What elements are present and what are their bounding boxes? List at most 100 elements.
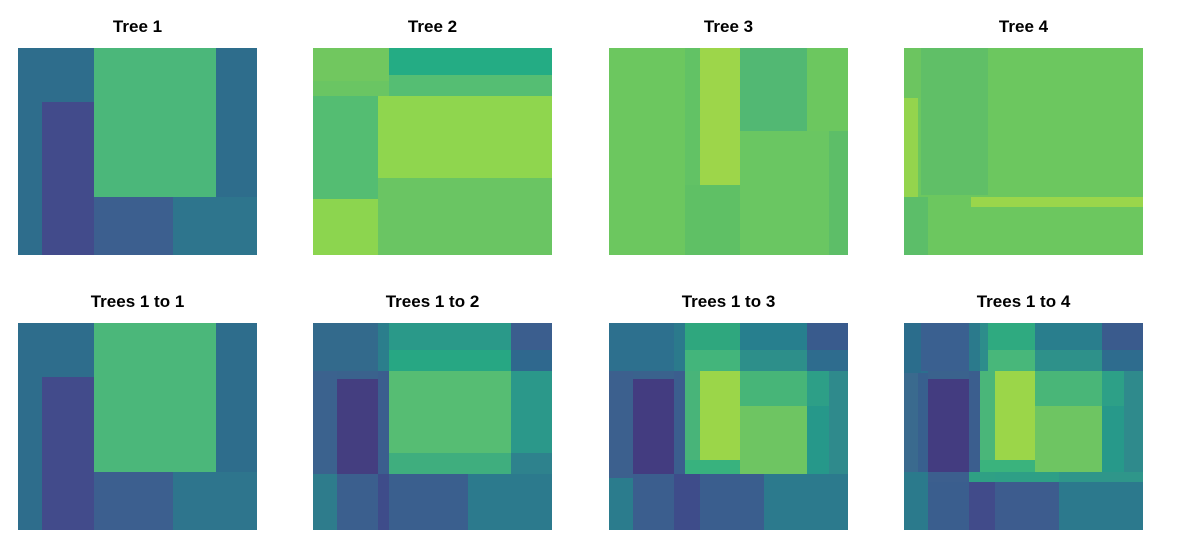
heatmap-cell-2 [921,323,969,371]
heatmap-cell-13 [511,371,552,453]
heatmap-svg [904,48,1143,255]
heatmap-cell-4 [740,323,807,350]
heatmap-cell-18 [807,406,829,474]
heatmap-svg [904,323,1143,530]
heatmap-cell-23 [980,460,1035,472]
panel-title: Tree 4 [998,17,1049,36]
heatmap-cell-4 [740,131,829,255]
heatmap-cell-4 [904,197,928,255]
heatmap-cell-6 [685,350,740,371]
heatmap-cell-11 [633,379,674,474]
plot-area [18,323,257,530]
panel-tree-1: Tree 1 [18,12,257,258]
heatmap-cell-2 [674,323,685,371]
heatmap-cell-1 [904,323,921,373]
heatmap-cell-3 [969,323,980,371]
panel-trees-1-to-2: Trees 1 to 2 [313,287,552,533]
plot-area [609,323,848,530]
heatmap-cell-2 [904,48,921,98]
heatmap-cell-4 [173,197,257,255]
heatmap-cell-25 [764,474,848,530]
heatmap-cell-7 [313,371,337,474]
heatmap-cell-19 [1035,406,1102,472]
panel-tree-3: Tree 3 [609,12,848,258]
heatmap-cell-30 [995,482,1059,530]
heatmap-cell-5 [988,323,1035,350]
panel-trees-1-to-4: Trees 1 to 4 [904,287,1143,533]
heatmap-cell-5 [829,131,848,255]
heatmap-cell-18 [389,474,468,530]
heatmap-cell-15 [740,371,807,406]
heatmap-cell-10 [1102,350,1143,371]
heatmap-cell-22 [1124,371,1143,472]
panel-trees-1-to-1: Trees 1 to 1 [18,287,257,533]
heatmap-cell-6 [685,48,700,185]
plot-area [313,323,552,530]
panel-title: Trees 1 to 3 [681,292,776,311]
heatmap-cell-12 [918,373,928,472]
heatmap-svg [609,48,848,255]
plot-area [18,48,257,255]
heatmap-cell-3 [685,323,740,350]
panel-title: Trees 1 to 1 [90,292,185,311]
heatmap-cell-8 [807,350,848,371]
heatmap-cell-1 [685,185,740,255]
heatmap-cell-2 [389,48,552,75]
heatmap-cell-14 [928,379,969,472]
heatmap-cell-32 [1059,482,1143,530]
heatmap-cell-16 [337,474,378,530]
heatmap-cell-7 [1035,323,1102,350]
heatmap-cell-27 [969,472,995,482]
heatmap-svg [313,323,552,530]
panel-title: Tree 3 [703,17,754,36]
heatmap-cell-3 [904,98,918,197]
heatmap-cell-31 [1059,472,1143,482]
heatmap-cell-10 [633,371,674,379]
heatmap-cell-9 [337,379,378,474]
heatmap-cell-6 [988,350,1035,371]
plot-area [904,323,1143,530]
heatmap-svg [18,48,257,255]
heatmap-cell-4 [313,96,378,199]
heatmap-cell-17 [995,371,1035,460]
heatmap-cell-29 [995,472,1059,482]
heatmap-cell-1 [94,323,216,472]
heatmap-cell-2 [42,377,94,530]
heatmap-cell-3 [94,197,173,255]
heatmap-cell-1 [313,48,389,81]
panel-trees-1-to-3: Trees 1 to 3 [609,287,848,533]
heatmap-cell-1 [921,48,988,195]
heatmap-cell-4 [389,350,511,371]
heatmap-cell-15 [969,371,980,472]
heatmap-cell-13 [928,371,969,379]
heatmap-cell-3 [389,323,511,350]
heatmap-cell-19 [829,371,848,474]
heatmap-cell-20 [685,460,740,474]
plot-area [904,48,1143,255]
heatmap-cell-13 [685,371,700,460]
heatmap-cell-14 [511,453,552,474]
heatmap-cell-11 [904,373,918,472]
panel-title: Tree 2 [407,17,458,36]
heatmap-cell-10 [378,371,389,474]
heatmap-cell-3 [389,75,552,96]
heatmap-cell-17 [378,474,389,530]
heatmap-cell-9 [1102,323,1143,350]
panel-title: Trees 1 to 2 [385,292,480,311]
heatmap-cell-24 [904,472,928,530]
heatmap-cell-5 [971,197,1143,207]
heatmap-svg [313,48,552,255]
heatmap-cell-6 [511,350,552,371]
heatmap-cell-3 [740,48,807,131]
heatmap-cell-5 [807,323,848,350]
heatmap-cell-21 [609,478,633,530]
heatmap-cell-20 [1102,371,1124,406]
heatmap-cell-1 [609,323,674,371]
heatmap-cell-12 [389,453,511,474]
heatmap-cell-25 [928,472,969,482]
heatmap-cell-28 [969,482,995,530]
heatmap-cell-7 [740,350,807,371]
heatmap-cell-4 [173,472,257,530]
heatmap-cell-5 [511,323,552,350]
